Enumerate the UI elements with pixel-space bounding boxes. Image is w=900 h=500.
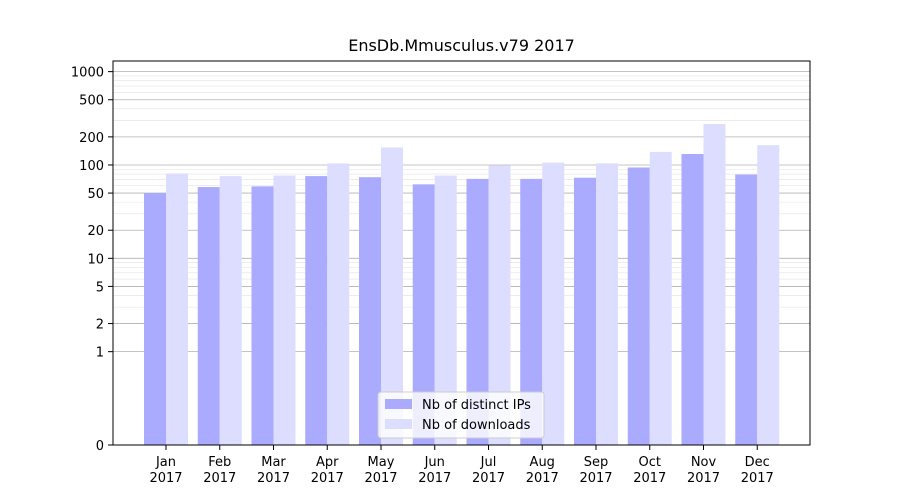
bar xyxy=(542,162,565,445)
y-tick-label: 500 xyxy=(79,94,104,109)
bar xyxy=(327,163,350,446)
x-tick-label-month: Apr xyxy=(316,455,339,470)
y-axis: 0 1 2 5 10 20 50 100 200 500 1000 xyxy=(71,66,113,454)
y-tick-label: 5 xyxy=(96,280,104,295)
x-tick-label-year: 2017 xyxy=(741,471,774,486)
x-tick-label-year: 2017 xyxy=(418,471,451,486)
plot-area-frame xyxy=(112,60,811,446)
x-tick-label-year: 2017 xyxy=(579,471,612,486)
bar xyxy=(251,186,274,445)
legend-swatch xyxy=(385,419,412,429)
x-tick-label-month: Nov xyxy=(691,455,717,470)
legend-label: Nb of distinct IPs xyxy=(422,398,531,413)
bar xyxy=(681,154,704,446)
x-tick-label-month: Dec xyxy=(745,455,770,470)
x-tick-label-month: Feb xyxy=(208,455,231,470)
y-tick-label: 10 xyxy=(87,252,104,267)
bar xyxy=(596,163,618,446)
bar xyxy=(144,193,166,445)
x-tick-label-year: 2017 xyxy=(311,471,344,486)
bar xyxy=(197,187,220,445)
x-tick-label-month: Oct xyxy=(639,455,661,470)
chart-title: EnsDb.Mmusculus.v79 2017 xyxy=(348,36,575,55)
x-tick-label-year: 2017 xyxy=(149,471,182,486)
bar xyxy=(434,175,457,445)
legend-label: Nb of downloads xyxy=(422,418,531,433)
x-tick-label-year: 2017 xyxy=(687,471,720,486)
bar xyxy=(735,174,758,446)
bar xyxy=(574,177,596,445)
x-tick-label-month: Mar xyxy=(261,455,286,470)
x-axis: Jan2017Feb2017Mar2017Apr2017May2017Jun20… xyxy=(149,445,774,486)
legend: Nb of distinct IPs Nb of downloads xyxy=(377,391,545,439)
y-tick-label: 200 xyxy=(79,131,104,146)
bar xyxy=(466,178,489,445)
x-tick-label-year: 2017 xyxy=(526,471,559,486)
legend-box xyxy=(377,391,545,439)
bar xyxy=(273,175,296,445)
y-tick-label: 2 xyxy=(96,318,104,333)
bar xyxy=(488,165,511,446)
x-tick-label-month: Aug xyxy=(530,455,555,470)
y-tick-label: 1000 xyxy=(71,66,104,81)
x-tick-label-year: 2017 xyxy=(203,471,236,486)
y-tick-label: 1 xyxy=(96,346,104,361)
x-tick-label-month: Jul xyxy=(480,455,497,470)
x-tick-label-month: Sep xyxy=(584,455,609,470)
x-tick-label-year: 2017 xyxy=(633,471,666,486)
y-tick-label: 100 xyxy=(79,159,104,174)
y-tick-label: 20 xyxy=(87,224,104,239)
bar xyxy=(305,176,328,445)
legend-swatch xyxy=(385,399,412,409)
bar xyxy=(520,178,543,445)
bar xyxy=(649,151,672,445)
bar xyxy=(703,123,726,445)
y-tick-label: 0 xyxy=(96,439,104,454)
bar xyxy=(166,173,188,446)
bar xyxy=(359,177,381,446)
x-tick-label-month: May xyxy=(368,455,395,470)
x-tick-label-year: 2017 xyxy=(364,471,397,486)
bar xyxy=(219,176,242,445)
bar xyxy=(757,145,780,445)
x-tick-label-year: 2017 xyxy=(257,471,290,486)
x-tick-label-year: 2017 xyxy=(472,471,505,486)
bars xyxy=(144,123,780,446)
x-tick-label-month: Jan xyxy=(155,455,176,470)
bar xyxy=(412,184,435,445)
x-tick-label-month: Jun xyxy=(424,455,445,470)
bar xyxy=(381,147,403,445)
y-tick-label: 50 xyxy=(87,187,104,202)
bar xyxy=(627,167,650,445)
